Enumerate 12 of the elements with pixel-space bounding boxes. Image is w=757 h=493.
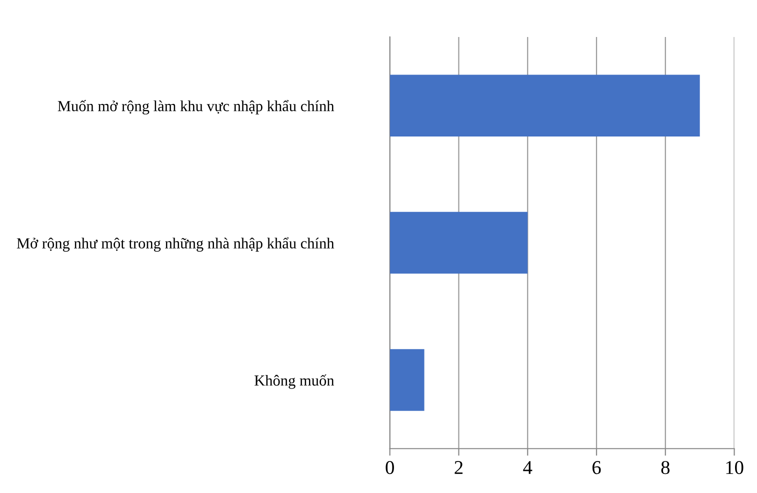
x-tick-label: 2 [454, 461, 463, 474]
x-tick-label: 6 [592, 461, 601, 474]
x-tick-label: 4 [523, 461, 532, 474]
x-tick-label: 8 [661, 461, 670, 474]
bar [390, 349, 424, 411]
x-tick-label: 10 [726, 461, 744, 474]
y-tick-label: Muốn mở rộng làm khu vực nhập khẩu chính [58, 100, 334, 114]
bar [390, 212, 528, 274]
bar [390, 74, 700, 136]
y-tick-label: Mở rộng như một trong những nhà nhập khẩu chính [16, 237, 334, 252]
x-tick-label: 0 [386, 461, 394, 474]
y-tick-label: Không muốn [254, 374, 334, 389]
